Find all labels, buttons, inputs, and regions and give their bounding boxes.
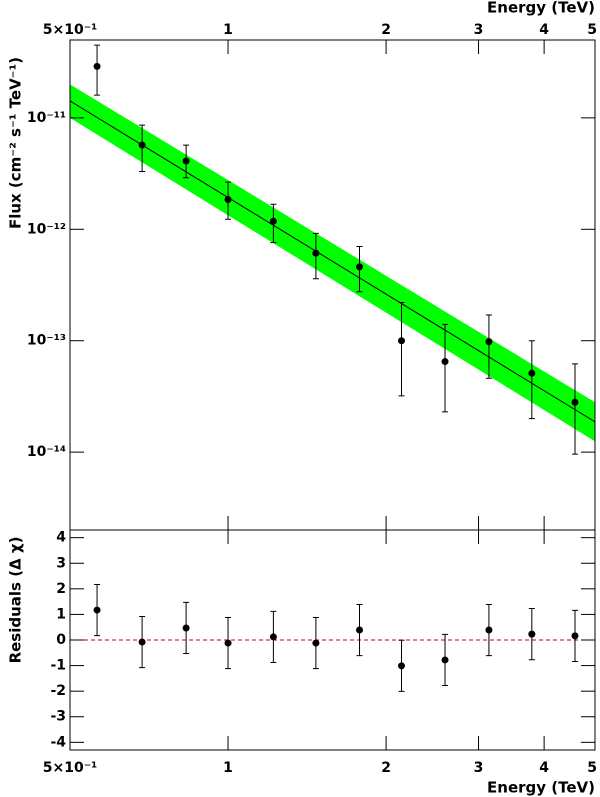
y-tick-label: -4	[50, 734, 66, 750]
x-tick-label: 2	[381, 760, 391, 776]
data-point	[93, 62, 101, 70]
y-tick-label: 4	[56, 530, 66, 546]
y-tick-label: 1	[56, 606, 66, 622]
x-tick-label: 1	[223, 22, 233, 38]
x-tick-label: 2	[381, 22, 391, 38]
y-axis-label: Flux (cm⁻² s⁻¹ TeV⁻¹)	[7, 57, 25, 229]
data-point	[528, 369, 536, 377]
data-point	[312, 249, 320, 257]
x-tick-label: 3	[474, 760, 484, 776]
error-bar	[94, 44, 101, 96]
error-bar	[571, 363, 578, 455]
x-axis-label: Energy (TeV)	[487, 0, 595, 17]
data-point	[269, 633, 277, 641]
data-point	[441, 656, 449, 664]
y-tick-label: -1	[50, 658, 66, 674]
data-point	[312, 639, 320, 647]
y-tick-label: 2	[56, 581, 66, 597]
data-point	[93, 606, 101, 614]
data-point	[138, 141, 146, 149]
y-tick-label: 10⁻¹¹	[27, 110, 66, 126]
error-bar	[528, 340, 535, 420]
y-tick-label: 3	[56, 555, 66, 571]
x-tick-label: 5	[587, 22, 597, 38]
fit-line	[69, 100, 596, 423]
error-bar	[398, 302, 405, 397]
data-point	[182, 624, 190, 632]
data-point	[138, 638, 146, 646]
x-tick-label: 4	[539, 760, 549, 776]
data-point	[571, 398, 579, 406]
data-point	[398, 337, 406, 345]
x-tick-label: 5×10⁻¹	[43, 760, 97, 776]
x-tick-label: 1	[223, 760, 233, 776]
data-point	[356, 263, 364, 271]
x-tick-label: 3	[474, 22, 484, 38]
y-tick-label: 10⁻¹³	[27, 333, 66, 349]
data-point	[356, 626, 364, 634]
data-point	[224, 196, 232, 204]
data-point	[571, 632, 579, 640]
data-point	[269, 217, 277, 225]
y-tick-label: 0	[56, 632, 66, 648]
x-axis-label: Energy (TeV)	[487, 779, 595, 797]
data-point	[398, 662, 406, 670]
data-point	[528, 630, 536, 638]
x-tick-label: 5	[587, 760, 597, 776]
y-tick-label: 10⁻¹⁴	[27, 444, 66, 460]
fit-band	[70, 84, 595, 442]
y-axis-label: Residuals (Δ χ)	[7, 537, 25, 664]
data-point	[485, 626, 493, 634]
y-tick-label: -3	[50, 709, 66, 725]
y-tick-label: 10⁻¹²	[27, 221, 66, 237]
x-tick-label: 4	[539, 22, 549, 38]
y-tick-label: -2	[50, 683, 66, 699]
error-bar	[485, 314, 492, 379]
x-tick-label: 5×10⁻¹	[43, 22, 97, 38]
error-bar	[442, 323, 449, 413]
data-point	[182, 157, 190, 165]
data-point	[224, 639, 232, 647]
data-point	[485, 338, 493, 346]
data-point	[441, 358, 449, 366]
